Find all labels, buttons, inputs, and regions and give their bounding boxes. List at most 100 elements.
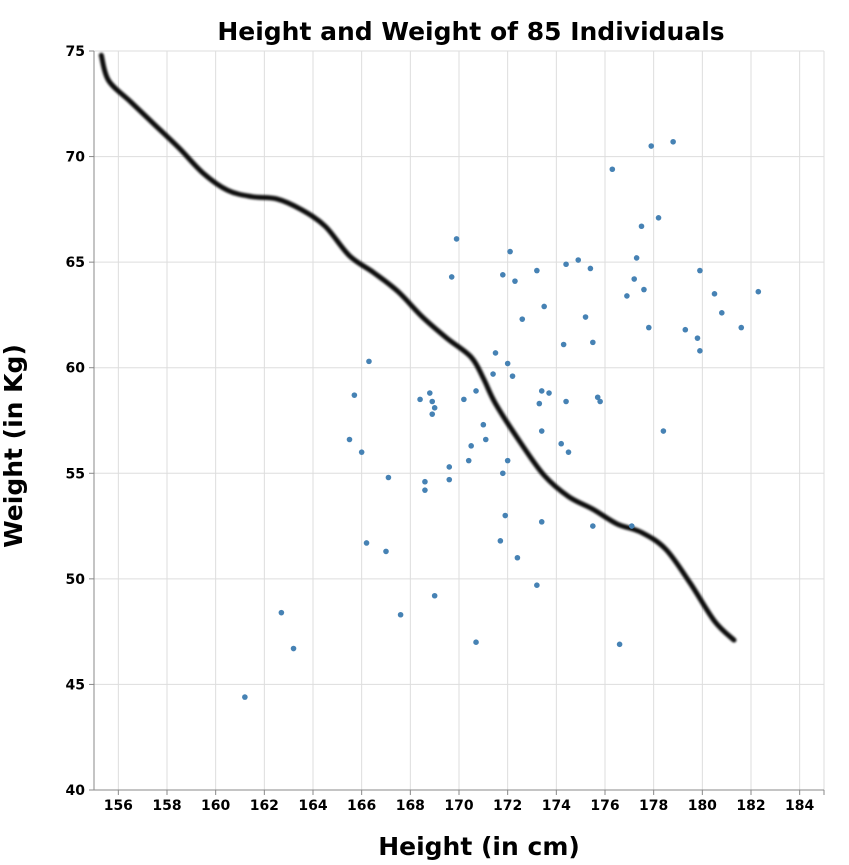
y-tick-label: 55 (66, 466, 85, 482)
x-tick-label: 184 (785, 798, 814, 814)
scatter-point (473, 639, 479, 645)
x-tick-label: 160 (201, 798, 230, 814)
scatter-point (490, 371, 496, 377)
scatter-point (431, 592, 438, 599)
scatter-point (682, 326, 689, 333)
x-tick-label: 166 (347, 798, 376, 814)
tick-labels: 156 158 160 162 164 166 168 170 172 174 176 178 180 1… (66, 44, 815, 814)
scatter-point (385, 474, 392, 481)
x-tick-label: 158 (152, 798, 181, 814)
x-tick-label: 162 (250, 798, 279, 814)
x-tick-label: 180 (688, 798, 717, 814)
scatter-point (565, 449, 572, 455)
scatter-point (507, 248, 513, 255)
scatter-point (519, 316, 526, 322)
scatter-point (242, 694, 248, 700)
scatter-point (446, 464, 453, 470)
x-tick-label: 164 (298, 798, 327, 814)
scatter-point (500, 272, 506, 278)
x-axis-title: Height (in cm) (378, 832, 580, 861)
chart-title: Height and Weight of 85 Individuals (217, 17, 724, 46)
scatter-point (504, 457, 511, 464)
scatter-point (492, 350, 499, 356)
scatter-point (397, 611, 404, 618)
scatter-point (582, 314, 589, 320)
scatter-point (646, 324, 652, 331)
x-tick-label: 178 (639, 798, 668, 814)
scatter-point (431, 405, 438, 411)
x-tick-label: 174 (542, 798, 571, 814)
scatter-point (655, 215, 662, 221)
scatter-point (597, 398, 603, 405)
scatter-point (429, 411, 436, 417)
scatter-point (624, 293, 630, 299)
scatter-point (383, 548, 389, 555)
scatter-point (366, 358, 372, 365)
scatter-point (278, 609, 285, 616)
scatter-point (587, 265, 594, 272)
scatter-point (628, 523, 635, 529)
x-tick-label: 168 (396, 798, 425, 814)
y-tick-label: 45 (66, 677, 85, 693)
scatter-point (351, 392, 358, 398)
scatter-point (509, 373, 516, 379)
scatter-point (461, 396, 467, 403)
scatter-point (358, 449, 365, 455)
x-tick-label: 170 (444, 798, 473, 814)
scatter-point (473, 388, 479, 394)
scatter-point (609, 166, 616, 173)
y-tick-label: 75 (66, 44, 85, 60)
scatter-point (465, 457, 472, 464)
scatter-point (363, 540, 370, 546)
scatter-point (512, 278, 518, 284)
scatter-point (482, 436, 489, 443)
x-tick-label: 176 (590, 798, 619, 814)
x-tick-label: 182 (736, 798, 765, 814)
scatter-point (422, 487, 428, 493)
scatter-point (697, 267, 703, 274)
scatter-point (590, 523, 596, 529)
trend-line-group (98, 52, 737, 643)
scatter-point (694, 335, 701, 341)
scatter-point (738, 324, 745, 331)
scatter-point (755, 288, 762, 295)
scatter-point (502, 512, 509, 519)
scatter-point (638, 223, 645, 230)
scatter-point (560, 341, 567, 348)
scatter-point (497, 538, 504, 544)
scatter-point (648, 143, 655, 149)
scatter-point (538, 428, 545, 434)
scatter-point (711, 291, 718, 297)
scatter-point (616, 641, 623, 648)
scatter-point (446, 476, 453, 483)
scatter-point (536, 400, 543, 407)
scatter-point (575, 257, 582, 263)
x-tick-label: 156 (104, 798, 133, 814)
y-axis-title: Weight (in Kg) (0, 344, 28, 548)
scatter-point (500, 470, 506, 477)
scatter-point (719, 310, 725, 316)
grid (94, 50, 825, 791)
trend-line (98, 52, 737, 643)
scatter-point (558, 440, 564, 447)
scatter-point (504, 360, 511, 367)
scatter-point (346, 436, 353, 443)
scatter-point (534, 267, 540, 274)
scatter-point (514, 554, 521, 561)
scatter-point (427, 390, 433, 396)
scatter-point (538, 388, 545, 394)
scatter-point (660, 428, 667, 434)
scatter-point (417, 396, 423, 403)
y-tick-label: 65 (66, 255, 85, 271)
scatter-point (563, 398, 569, 405)
axes (89, 50, 825, 795)
y-tick-label: 50 (66, 572, 86, 588)
scatter-point (563, 261, 569, 268)
scatter-point (633, 255, 640, 261)
scatter-point (670, 138, 676, 145)
scatter-point (541, 303, 547, 310)
scatter-point (594, 394, 601, 401)
scatter-point (590, 339, 596, 346)
scatter-point (448, 274, 455, 280)
